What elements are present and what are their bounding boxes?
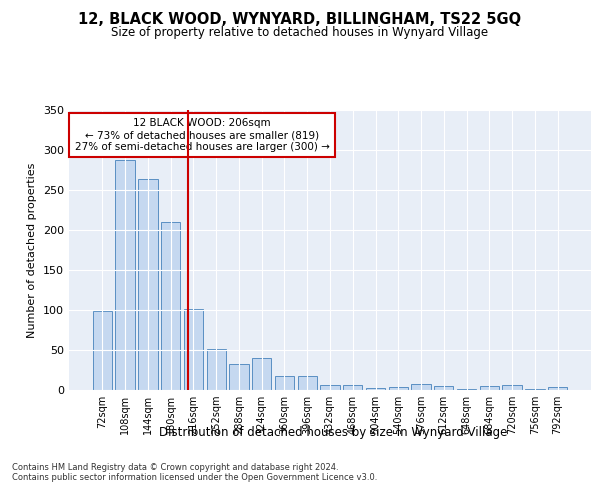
- Bar: [412, 384, 431, 390]
- Bar: [525, 389, 545, 390]
- Text: 12 BLACK WOOD: 206sqm
← 73% of detached houses are smaller (819)
27% of semi-det: 12 BLACK WOOD: 206sqm ← 73% of detached …: [74, 118, 329, 152]
- Bar: [252, 358, 271, 390]
- Bar: [138, 179, 158, 390]
- Bar: [184, 309, 203, 390]
- Bar: [479, 386, 499, 390]
- Bar: [298, 376, 317, 390]
- Text: Size of property relative to detached houses in Wynyard Village: Size of property relative to detached ho…: [112, 26, 488, 39]
- Y-axis label: Number of detached properties: Number of detached properties: [28, 162, 37, 338]
- Text: Contains public sector information licensed under the Open Government Licence v3: Contains public sector information licen…: [12, 474, 377, 482]
- Bar: [366, 388, 385, 390]
- Text: Contains HM Land Registry data © Crown copyright and database right 2024.: Contains HM Land Registry data © Crown c…: [12, 464, 338, 472]
- Bar: [206, 349, 226, 390]
- Bar: [93, 311, 112, 390]
- Bar: [502, 385, 522, 390]
- Bar: [161, 222, 181, 390]
- Bar: [343, 385, 362, 390]
- Text: Distribution of detached houses by size in Wynyard Village: Distribution of detached houses by size …: [159, 426, 507, 439]
- Bar: [275, 376, 294, 390]
- Bar: [548, 387, 567, 390]
- Bar: [457, 389, 476, 390]
- Bar: [320, 385, 340, 390]
- Text: 12, BLACK WOOD, WYNYARD, BILLINGHAM, TS22 5GQ: 12, BLACK WOOD, WYNYARD, BILLINGHAM, TS2…: [79, 12, 521, 28]
- Bar: [434, 386, 454, 390]
- Bar: [229, 364, 248, 390]
- Bar: [389, 387, 408, 390]
- Bar: [115, 160, 135, 390]
